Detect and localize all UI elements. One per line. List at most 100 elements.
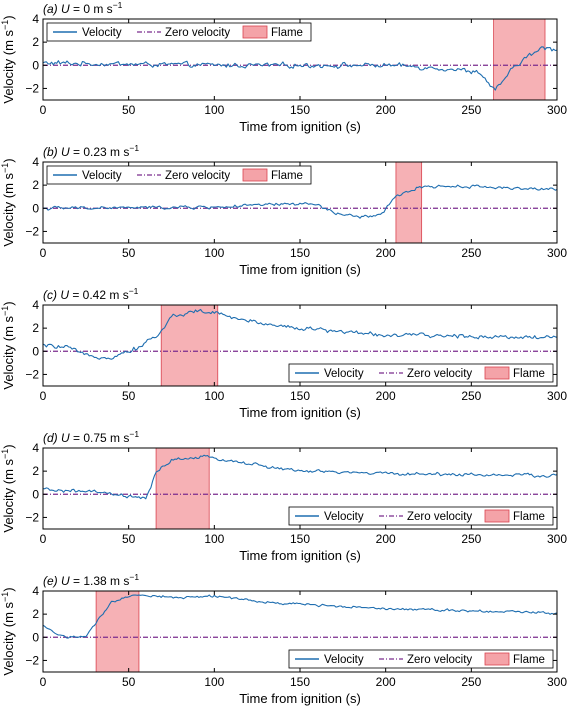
panel-title-sup: −1	[129, 286, 139, 296]
legend-zero-label: Zero velocity	[165, 27, 230, 39]
legend-flame-swatch	[242, 25, 268, 39]
legend-flame-label: Flame	[513, 654, 545, 666]
y-tick-label: 4	[32, 155, 39, 169]
y-tick-label: 2	[32, 607, 39, 621]
flame-band	[155, 447, 210, 530]
flame-band	[493, 18, 546, 101]
legend-velocity-label: Velocity	[324, 368, 364, 380]
x-tick-label: 150	[290, 246, 310, 260]
panel-title-var: U	[61, 574, 70, 588]
panel-title-eq: = 0.75 m s	[70, 431, 130, 445]
legend: Velocity Zero velocity Flame	[288, 506, 554, 526]
legend-zero-label: Zero velocity	[407, 368, 472, 380]
panel-title-sup: −1	[129, 143, 139, 153]
y-axis-label-close: )	[1, 587, 16, 591]
y-tick-label: 2	[32, 321, 39, 335]
legend-flame-label: Flame	[513, 368, 545, 380]
velocity-line	[43, 594, 557, 639]
panel-title: (e) U = 1.38 m s−1	[43, 572, 139, 588]
velocity-line	[43, 46, 557, 91]
panel-title-prefix: (e)	[43, 574, 61, 588]
x-tick-label: 100	[204, 246, 224, 260]
y-axis-label: Velocity (m s−1)	[0, 444, 16, 532]
x-tick-label: 50	[122, 103, 136, 117]
panel-title-prefix: (b)	[43, 145, 61, 159]
x-tick-label: 50	[122, 532, 136, 546]
legend-flame-label: Flame	[513, 511, 545, 523]
panel-title-eq: = 1.38 m s	[70, 574, 130, 588]
x-tick-label: 200	[376, 246, 396, 260]
x-axis-label: Time from ignition (s)	[239, 548, 361, 563]
y-tick-label: 4	[32, 298, 39, 312]
panel-title-var: U	[60, 288, 69, 302]
legend: Velocity Zero velocity Flame	[46, 165, 312, 185]
x-tick-label: 200	[376, 532, 396, 546]
panel-title: (a) U = 0 m s−1	[43, 0, 123, 16]
y-axis-label: Velocity (m s−1)	[0, 301, 16, 389]
x-tick-label: 150	[290, 103, 310, 117]
y-tick-label: 4	[32, 584, 39, 598]
y-axis-label-sup: −1	[0, 306, 10, 316]
y-tick-label: −2	[25, 81, 39, 95]
panel-title-prefix: (d)	[43, 431, 61, 445]
panel-title-eq: = 0 m s	[70, 2, 113, 16]
legend-zero-label: Zero velocity	[165, 170, 230, 182]
y-axis-label-main: Velocity (m s	[1, 172, 16, 246]
legend-zero-label: Zero velocity	[407, 654, 472, 666]
y-tick-label: 2	[32, 35, 39, 49]
flame-band	[95, 590, 140, 673]
y-axis-label-sup: −1	[0, 592, 10, 602]
x-tick-label: 250	[461, 675, 481, 689]
x-tick-label: 250	[461, 532, 481, 546]
x-axis-label: Time from ignition (s)	[239, 262, 361, 277]
x-tick-label: 200	[376, 389, 396, 403]
panel-title-sup: −1	[129, 429, 139, 439]
legend: Velocity Zero velocity Flame	[288, 649, 554, 669]
velocity-line	[43, 308, 557, 360]
y-axis-label-main: Velocity (m s	[1, 29, 16, 103]
legend-flame-swatch	[484, 652, 510, 666]
legend-flame-swatch	[242, 168, 268, 182]
velocity-line	[43, 184, 557, 219]
x-tick-label: 300	[547, 389, 567, 403]
panel-title-eq: = 0.42 m s	[69, 288, 129, 302]
panel-title-var: U	[61, 2, 70, 16]
y-tick-label: 0	[32, 487, 39, 501]
x-tick-label: 150	[290, 675, 310, 689]
legend-flame-swatch	[484, 366, 510, 380]
legend: Velocity Zero velocity Flame	[288, 363, 554, 383]
y-tick-label: 0	[32, 201, 39, 215]
y-tick-label: 0	[32, 58, 39, 72]
y-axis-label-close: )	[1, 15, 16, 19]
x-tick-label: 150	[290, 389, 310, 403]
y-axis-label-sup: −1	[0, 20, 10, 30]
x-axis-label: Time from ignition (s)	[239, 691, 361, 706]
y-axis-label-main: Velocity (m s	[1, 458, 16, 532]
x-tick-label: 150	[290, 532, 310, 546]
panel-title-prefix: (c)	[43, 288, 60, 302]
legend-velocity-label: Velocity	[82, 170, 122, 182]
panel-title-sup: −1	[129, 572, 139, 582]
panel-title: (d) U = 0.75 m s−1	[43, 429, 139, 445]
y-axis-label-close: )	[1, 301, 16, 305]
x-tick-label: 50	[122, 246, 136, 260]
legend-zero-label: Zero velocity	[407, 511, 472, 523]
y-tick-label: 0	[32, 630, 39, 644]
panel-title-eq: = 0.23 m s	[70, 145, 130, 159]
x-tick-label: 250	[461, 246, 481, 260]
x-tick-label: 300	[547, 246, 567, 260]
y-axis-label-sup: −1	[0, 163, 10, 173]
y-tick-label: 2	[32, 178, 39, 192]
x-tick-label: 250	[461, 103, 481, 117]
legend-flame-label: Flame	[271, 27, 303, 39]
panel-title-sup: −1	[113, 0, 123, 10]
x-tick-label: 0	[40, 532, 47, 546]
y-tick-label: 2	[32, 464, 39, 478]
x-tick-label: 200	[376, 675, 396, 689]
y-tick-label: −2	[25, 224, 39, 238]
